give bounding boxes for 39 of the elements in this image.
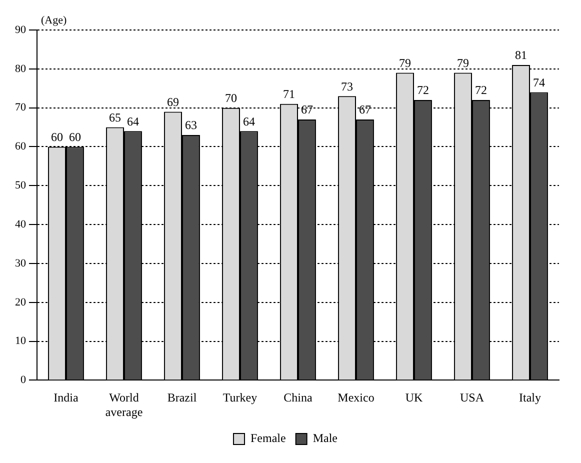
- data-label: 64: [242, 114, 255, 128]
- data-label: 71: [283, 87, 296, 102]
- x-tick-label: USA: [460, 390, 484, 405]
- data-label: 69: [167, 94, 180, 109]
- data-label: 81: [515, 48, 528, 62]
- x-tick-label: UK: [405, 390, 423, 405]
- y-tick-label: 10: [15, 335, 26, 348]
- legend-label: Female: [250, 431, 286, 446]
- y-tick-label: 70: [15, 102, 26, 114]
- data-label: 72: [416, 83, 429, 98]
- y-tick-label: 40: [15, 218, 26, 230]
- data-label: 72: [474, 83, 487, 98]
- data-label: 63: [184, 118, 197, 132]
- data-label: 60: [51, 130, 64, 144]
- data-label: 74: [532, 75, 545, 90]
- data-label: 65: [109, 110, 122, 124]
- x-tick-label: Italy: [519, 390, 541, 405]
- data-label: 60: [68, 130, 81, 144]
- data-label: 70: [225, 90, 238, 105]
- y-axis-title: (Age): [41, 14, 67, 26]
- x-tick-label: Brazil: [167, 390, 198, 405]
- data-label: 79: [399, 56, 412, 70]
- x-tick-label: World average: [105, 390, 143, 419]
- data-label: 67: [358, 102, 371, 117]
- data-label: 73: [341, 79, 354, 94]
- y-tick-label: 60: [15, 140, 26, 153]
- x-tick-label: Mexico: [338, 390, 374, 405]
- y-tick-label: 20: [15, 296, 26, 308]
- data-label: 64: [126, 114, 139, 128]
- x-tick-label: China: [284, 390, 313, 405]
- legend-label: Male: [312, 431, 338, 446]
- y-tick-label: 50: [15, 180, 26, 192]
- x-tick-label: India: [54, 390, 79, 405]
- x-tick-label: Turkey: [222, 390, 258, 405]
- y-tick-label: 80: [15, 62, 26, 75]
- y-tick-label: 30: [15, 257, 26, 270]
- data-label: 79: [457, 56, 470, 70]
- y-tick-label: 90: [15, 24, 26, 36]
- y-tick-label: 0: [20, 374, 26, 386]
